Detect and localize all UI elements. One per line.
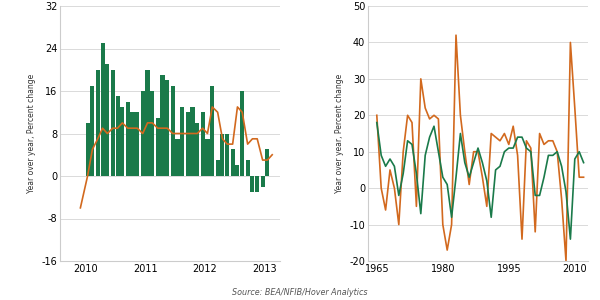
Bar bbox=[205, 139, 209, 176]
Bar bbox=[265, 149, 269, 176]
Bar bbox=[155, 118, 160, 176]
Bar bbox=[140, 91, 145, 176]
Bar bbox=[185, 112, 190, 176]
Bar bbox=[200, 112, 205, 176]
Bar bbox=[145, 70, 149, 176]
Y-axis label: Year over year, Percent change: Year over year, Percent change bbox=[27, 74, 36, 193]
Bar bbox=[91, 86, 94, 176]
Bar bbox=[111, 70, 115, 176]
Bar bbox=[250, 176, 254, 192]
Y-axis label: Year over year, Percent change: Year over year, Percent change bbox=[335, 74, 344, 193]
Bar bbox=[240, 91, 244, 176]
Bar bbox=[245, 160, 250, 176]
Bar bbox=[101, 43, 104, 176]
Bar bbox=[210, 86, 214, 176]
Bar bbox=[130, 112, 134, 176]
Bar bbox=[190, 107, 194, 176]
Bar bbox=[220, 134, 224, 176]
Bar bbox=[126, 102, 130, 176]
Bar bbox=[121, 107, 124, 176]
Bar bbox=[195, 123, 199, 176]
Bar bbox=[235, 165, 239, 176]
Bar bbox=[96, 70, 100, 176]
Bar bbox=[165, 80, 169, 176]
Bar bbox=[106, 64, 109, 176]
Bar bbox=[180, 107, 184, 176]
Bar bbox=[150, 91, 154, 176]
Bar bbox=[255, 176, 259, 192]
Bar bbox=[86, 123, 89, 176]
Bar bbox=[116, 96, 119, 176]
Bar bbox=[135, 112, 139, 176]
Bar bbox=[260, 176, 265, 187]
Text: Source: BEA/NFIB/Hover Analytics: Source: BEA/NFIB/Hover Analytics bbox=[232, 288, 368, 297]
Bar bbox=[230, 149, 235, 176]
Bar bbox=[175, 139, 179, 176]
Bar bbox=[170, 86, 175, 176]
Bar bbox=[160, 75, 164, 176]
Bar bbox=[215, 160, 220, 176]
Bar bbox=[225, 134, 229, 176]
